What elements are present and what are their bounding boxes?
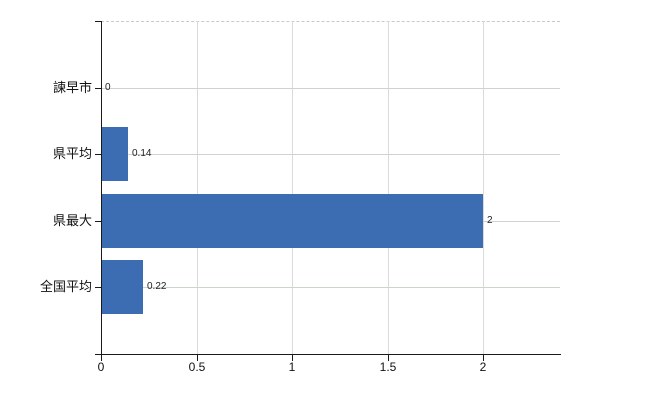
category-tick: [95, 154, 101, 155]
vertical-gridline: [197, 21, 198, 354]
category-label: 諫早市: [52, 80, 92, 95]
bar: [101, 127, 128, 181]
bar-value-label: 2: [487, 215, 493, 226]
x-tick: [292, 355, 293, 361]
bar: [101, 194, 483, 248]
bar-value-label: 0: [105, 82, 111, 93]
bar-value-label: 0.22: [147, 281, 167, 292]
y-axis-end-tick: [95, 21, 101, 22]
x-tick-label: 2: [479, 360, 487, 374]
category-tick: [95, 287, 101, 288]
x-tick: [101, 355, 102, 361]
horizontal-gridline: [101, 287, 560, 288]
plot-top-border: [101, 21, 560, 22]
bar: [101, 260, 143, 314]
x-tick-label: 0.5: [188, 360, 206, 374]
category-label: 県平均: [52, 146, 92, 161]
x-axis-line: [95, 354, 561, 355]
x-tick: [483, 355, 484, 361]
x-tick-label: 0: [97, 360, 105, 374]
x-tick-label: 1.5: [379, 360, 397, 374]
x-tick: [388, 355, 389, 361]
category-label: 県最大: [52, 213, 92, 228]
vertical-gridline: [388, 21, 389, 354]
category-tick: [95, 88, 101, 89]
x-tick-label: 1: [288, 360, 296, 374]
vertical-gridline: [292, 21, 293, 354]
horizontal-gridline: [101, 88, 560, 89]
bar-value-label: 0.14: [132, 148, 152, 159]
y-axis-line: [101, 21, 102, 354]
category-label: 全国平均: [39, 279, 92, 294]
vertical-gridline: [483, 21, 484, 354]
category-tick: [95, 221, 101, 222]
x-tick: [197, 355, 198, 361]
horizontal-gridline: [101, 154, 560, 155]
